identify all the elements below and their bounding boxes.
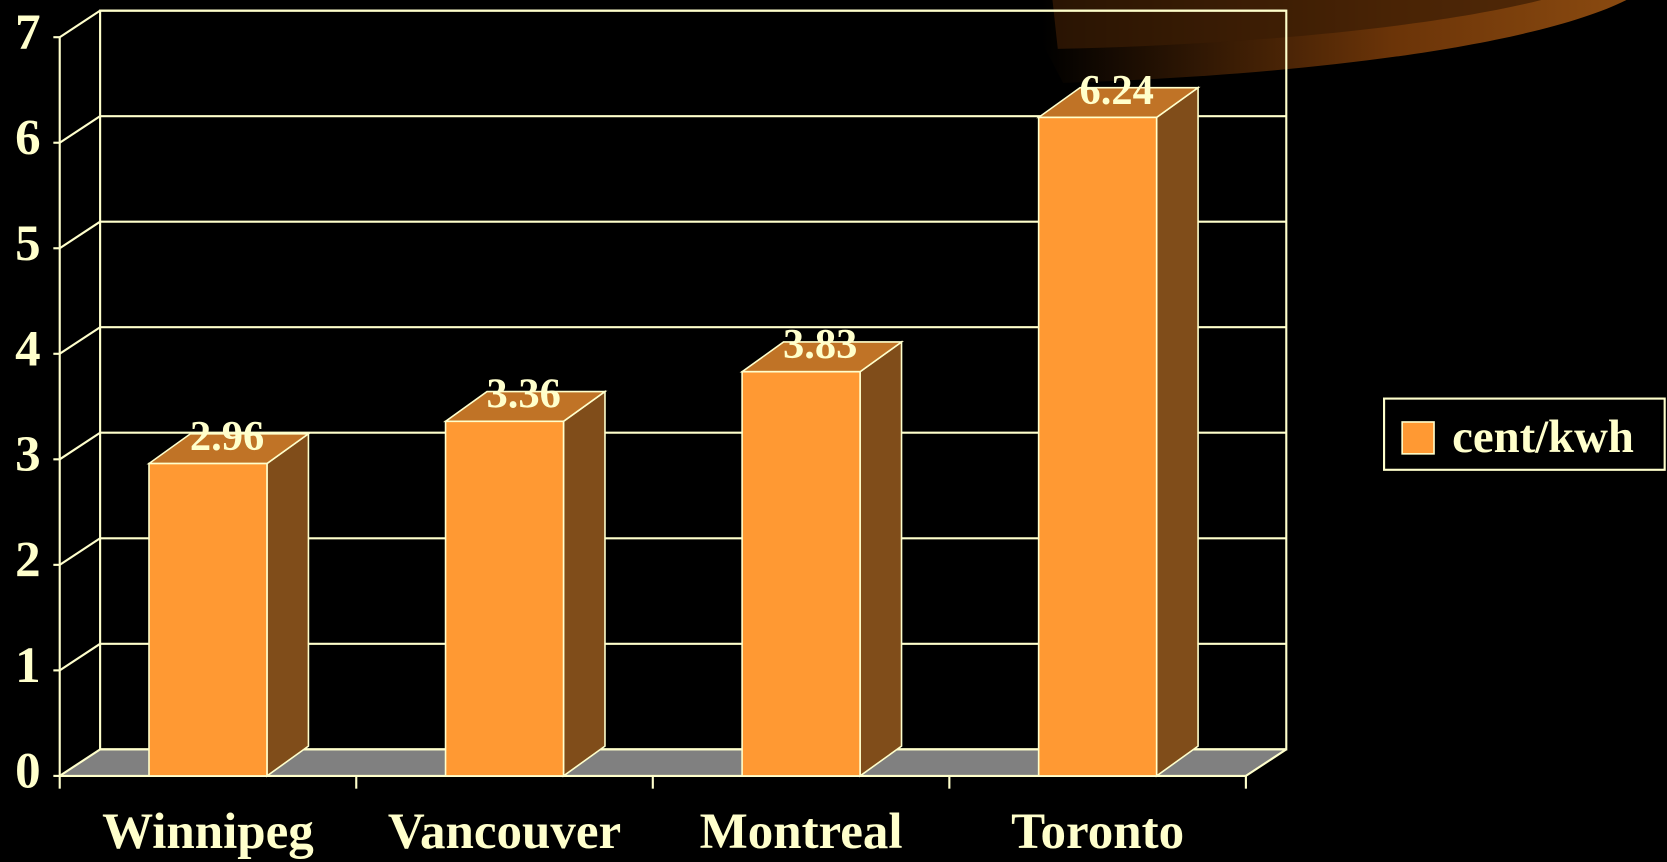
- value-label: 6.24: [1080, 67, 1154, 114]
- y-tick-label: 0: [15, 744, 41, 800]
- grid-line: [59, 9, 101, 39]
- x-tick-label: Vancouver: [388, 804, 621, 860]
- bar: [148, 462, 268, 777]
- grid-line: [59, 642, 101, 672]
- x-tick-label: Winnipeg: [102, 804, 314, 860]
- value-label: 2.96: [190, 413, 264, 460]
- y-tick-label: 6: [15, 110, 41, 166]
- x-tick-label: Montreal: [700, 804, 903, 860]
- grid-line: [59, 431, 101, 461]
- bar-side: [859, 340, 903, 778]
- floor: [59, 749, 1287, 776]
- grid-line: [59, 537, 101, 566]
- grid-line: [59, 220, 101, 250]
- bar-side: [1155, 86, 1199, 778]
- value-label: 3.83: [783, 321, 857, 368]
- grid-line: [59, 748, 101, 777]
- bar: [1037, 116, 1158, 777]
- x-tick-label: Toronto: [1011, 804, 1184, 860]
- legend-label: cent/kwh: [1452, 411, 1634, 463]
- grid-line: [59, 115, 101, 144]
- legend-swatch: [1401, 421, 1435, 455]
- bar: [741, 370, 861, 777]
- y-tick-label: 5: [15, 216, 41, 272]
- y-tick-label: 3: [15, 427, 41, 483]
- y-tick-label: 7: [15, 5, 41, 61]
- y-tick-label: 1: [15, 638, 41, 694]
- grid-line: [59, 326, 101, 355]
- bar: [444, 420, 565, 777]
- y-tick-label: 2: [15, 533, 41, 589]
- floor-edge: [1245, 748, 1287, 777]
- decoration: [1052, 0, 1542, 49]
- bar-side: [266, 432, 310, 778]
- bar-side: [562, 390, 606, 778]
- y-tick-label: 4: [15, 321, 41, 377]
- value-label: 3.36: [486, 371, 560, 418]
